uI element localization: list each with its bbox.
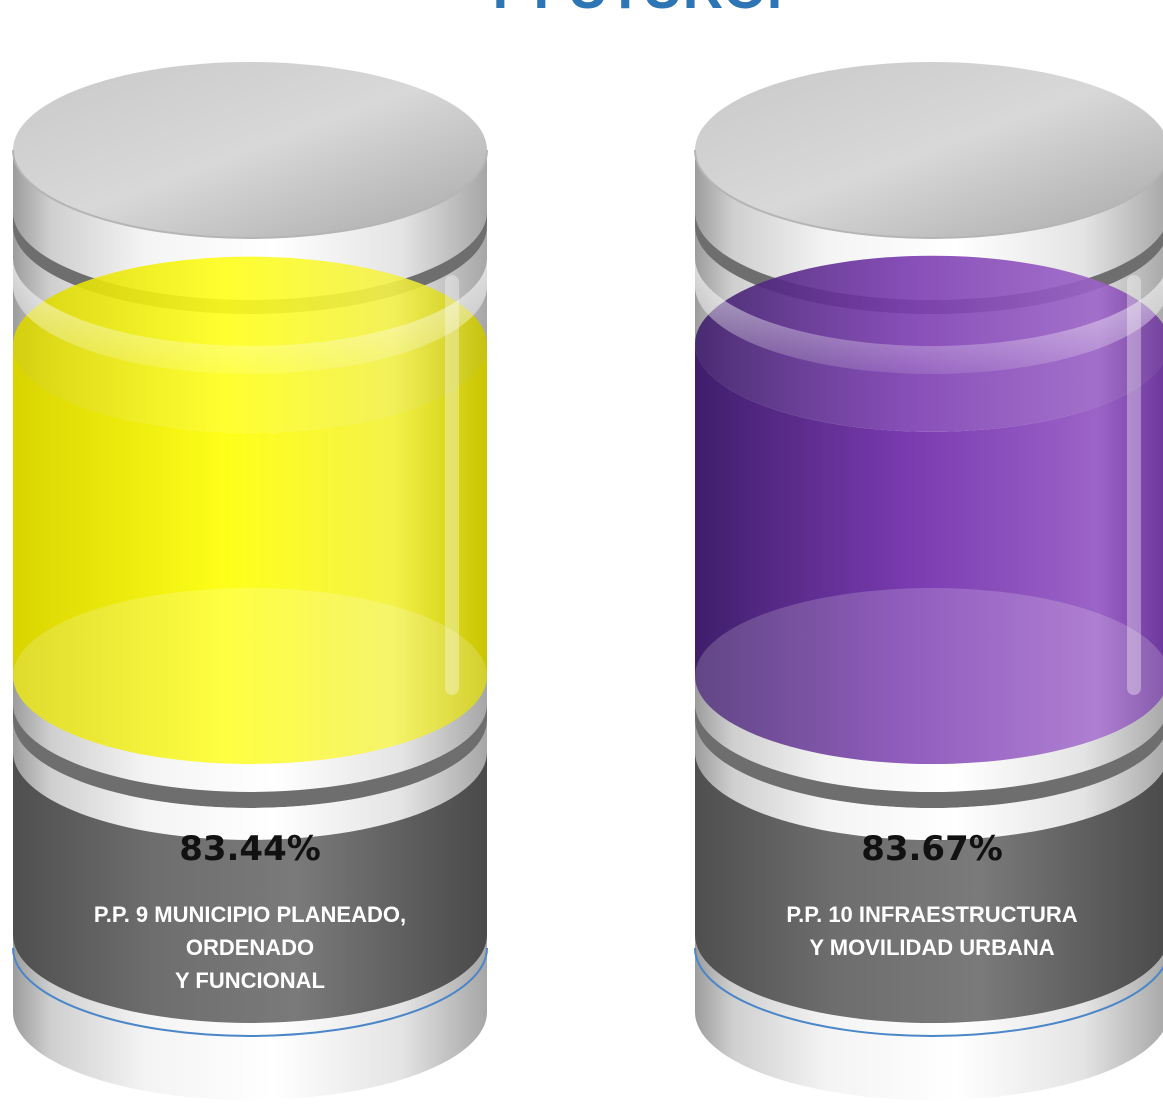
category-label-line: Y MOVILIDAD URBANA — [809, 935, 1054, 960]
category-label-line: P.P. 10 INFRAESTRUCTURA — [786, 902, 1077, 927]
liquid-surface — [13, 256, 487, 433]
reflection-stripe — [445, 275, 459, 695]
liquid-bottom — [695, 588, 1163, 764]
liquid-surface — [695, 255, 1163, 432]
cylinder-2: 83.67% P.P. 10 INFRAESTRUCTURA Y MOVILIDAD… — [694, 62, 1163, 1100]
value-label: 83.67% — [861, 829, 1003, 869]
liquid-fill — [13, 344, 487, 764]
bottom-rim-line — [694, 947, 1163, 1037]
cylinder-1: 83.44% P.P. 9 MUNICIPIO PLANEADO, ORDENADO… — [12, 62, 488, 1100]
liquid-fill — [695, 343, 1163, 764]
bottom-rim-line — [12, 947, 488, 1037]
value-label: 83.44% — [179, 829, 321, 869]
cylinder-lid — [695, 62, 1163, 238]
category-label-line: P.P. 9 MUNICIPIO PLANEADO, — [94, 902, 406, 927]
light-band — [13, 720, 487, 840]
category-label-line: Y FUNCIONAL — [175, 968, 325, 993]
cylinder-lid — [13, 62, 487, 238]
lower-ring — [695, 704, 1163, 808]
lower-ring — [13, 704, 487, 808]
category-label-line: ORDENADO — [186, 935, 314, 960]
page-title: Y FUTURO. — [482, 0, 783, 20]
reflection-stripe — [1127, 275, 1141, 695]
liquid-bottom — [13, 588, 487, 764]
lid-edge — [694, 149, 1163, 239]
light-band — [695, 720, 1163, 840]
label-band — [695, 752, 1163, 1023]
lid-edge — [12, 149, 488, 239]
glass-highlight — [695, 258, 1163, 374]
glass-highlight — [13, 258, 487, 374]
label-band — [13, 752, 487, 1023]
